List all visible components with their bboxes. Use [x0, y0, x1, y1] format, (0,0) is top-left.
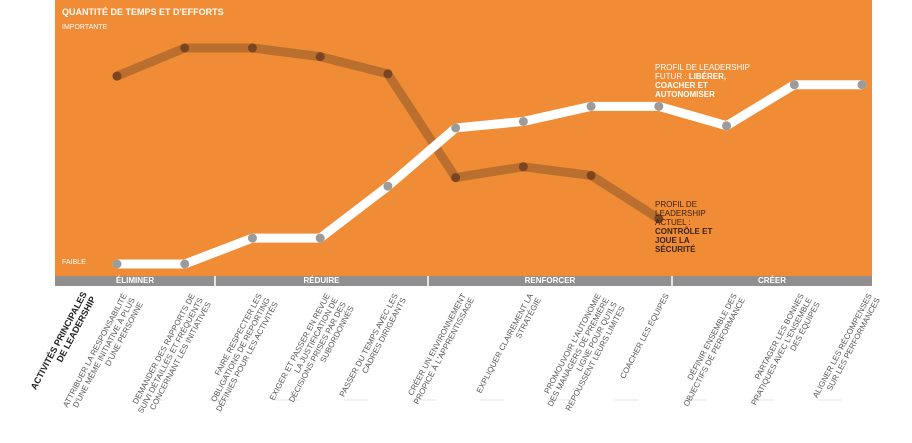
data-point — [383, 69, 393, 79]
plot-background — [55, 0, 872, 276]
data-point — [451, 123, 461, 133]
legend-detail: CONTRÔLE ET JOUE LA SÉCURITÉ — [655, 227, 713, 254]
section-bar — [55, 276, 872, 286]
data-point — [247, 43, 257, 53]
series-line — [112, 80, 867, 269]
legend-future: PROFIL DE LEADERSHIP FUTUR : LIBÉRER, CO… — [655, 63, 767, 99]
data-point — [857, 80, 867, 90]
section-label: CRÉER — [757, 276, 786, 285]
section-label: RÉDUIRE — [303, 276, 340, 285]
data-point — [383, 181, 393, 191]
data-point — [722, 121, 732, 131]
data-point — [586, 170, 596, 180]
data-point — [180, 259, 190, 269]
chart-title: QUANTITÉ DE TEMPS ET D'EFFORTS — [62, 7, 224, 17]
data-point — [518, 116, 528, 126]
data-point — [451, 173, 461, 183]
legend-name: PROFIL DE LEADERSHIP FUTUR : — [655, 63, 750, 81]
data-point — [518, 162, 528, 172]
legend-name: PROFIL DE LEADERSHIP ACTUEL : — [655, 200, 706, 227]
legend-current: PROFIL DE LEADERSHIP ACTUEL : CONTRÔLE E… — [655, 200, 717, 254]
data-point — [315, 52, 325, 62]
data-point — [789, 80, 799, 90]
data-point — [654, 214, 664, 224]
data-point — [315, 233, 325, 243]
legend-detail: LIBÉRER, COACHER ET AUTONOMISER — [655, 72, 727, 99]
data-point — [112, 259, 122, 269]
data-point — [247, 233, 257, 243]
section-label: RENFORCER — [524, 276, 576, 285]
data-point — [586, 101, 596, 111]
y-low-label: FAIBLE — [62, 259, 86, 266]
y-high-label: IMPORTANTE — [62, 24, 108, 31]
data-point — [654, 101, 664, 111]
data-point — [112, 71, 122, 81]
section-label: ÉLIMINER — [115, 276, 155, 285]
data-point — [180, 43, 190, 53]
